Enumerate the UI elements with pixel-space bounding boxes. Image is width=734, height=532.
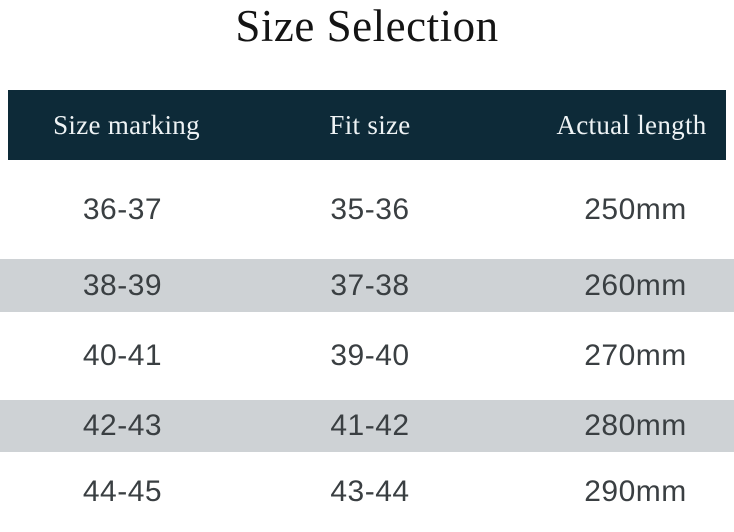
fit-size-cell: 39-40: [330, 339, 410, 372]
table-row: 42-43 41-42 280mm: [0, 400, 734, 452]
size-marking-cell: 44-45: [82, 475, 163, 508]
size-marking-cell: 42-43: [82, 409, 163, 442]
table-row: 36-37 35-36 250mm: [0, 160, 734, 259]
actual-length-cell: 250mm: [584, 192, 687, 226]
column-header-fit-size: Fit size: [329, 109, 411, 140]
table-row: 40-41 39-40 270mm: [0, 312, 734, 400]
title-area: Size Selection: [0, 0, 734, 90]
actual-length-cell: 270mm: [584, 339, 687, 372]
fit-size-cell: 35-36: [330, 192, 410, 226]
actual-length-cell: 290mm: [584, 475, 687, 508]
fit-size-cell: 41-42: [330, 409, 410, 442]
table-row: 38-39 37-38 260mm: [0, 259, 734, 312]
actual-length-cell: 260mm: [584, 268, 687, 302]
page-title: Size Selection: [235, 1, 499, 51]
table-row: 44-45 43-44 290mm: [0, 452, 734, 532]
table-header-row: Size marking Fit size Actual length: [8, 90, 726, 160]
fit-size-cell: 37-38: [330, 268, 410, 302]
size-marking-cell: 38-39: [82, 268, 163, 302]
size-marking-cell: 40-41: [82, 339, 163, 372]
column-header-size-marking: Size marking: [53, 109, 200, 140]
size-marking-cell: 36-37: [82, 192, 163, 226]
size-table: Size marking Fit size Actual length 36-3…: [0, 90, 734, 532]
column-header-actual-length: Actual length: [556, 109, 707, 140]
fit-size-cell: 43-44: [330, 475, 410, 508]
actual-length-cell: 280mm: [584, 409, 687, 442]
